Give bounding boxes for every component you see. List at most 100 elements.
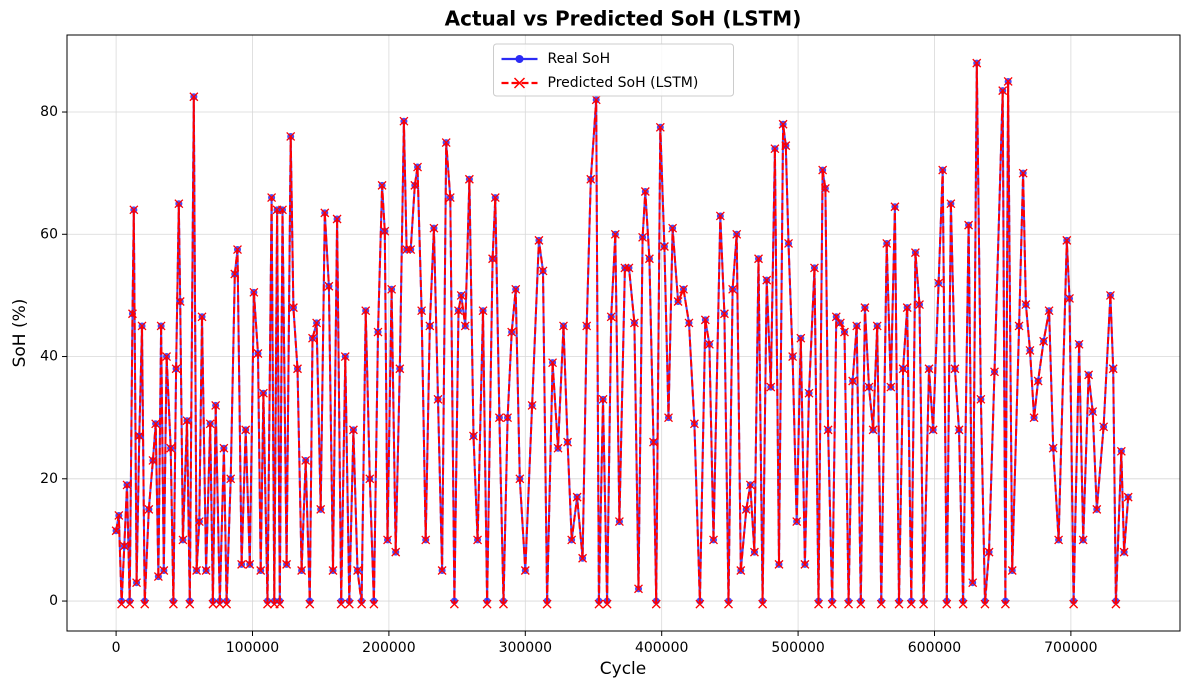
point-marker: [515, 474, 525, 484]
point-marker: [872, 321, 882, 331]
point-marker: [373, 327, 383, 337]
point-marker: [413, 162, 422, 172]
point-marker: [1025, 345, 1035, 355]
point-marker: [140, 599, 150, 609]
point-marker: [361, 306, 371, 316]
point-marker: [629, 318, 639, 328]
point-marker: [286, 132, 296, 141]
point-marker: [482, 599, 492, 609]
point-marker: [715, 211, 725, 221]
point-marker: [1088, 407, 1098, 417]
point-marker: [267, 193, 277, 203]
point-marker: [340, 352, 350, 361]
x-tick-label: 700000: [1044, 640, 1097, 656]
point-marker: [964, 220, 974, 230]
point-marker: [185, 599, 195, 609]
point-marker: [972, 58, 982, 68]
point-marker: [919, 599, 929, 609]
x-tick-label: 600000: [908, 640, 961, 656]
point-marker: [1029, 413, 1039, 423]
point-marker: [128, 309, 137, 319]
point-marker: [208, 599, 218, 609]
point-marker: [673, 297, 683, 306]
point-marker: [906, 599, 916, 609]
point-marker: [664, 413, 673, 423]
point-marker: [402, 245, 412, 255]
point-marker: [689, 419, 699, 429]
point-marker: [1044, 306, 1054, 316]
point-marker: [638, 232, 648, 242]
point-marker: [634, 584, 643, 594]
point-marker: [1074, 339, 1084, 349]
series-line: [115, 63, 1130, 605]
point-marker: [610, 229, 620, 239]
point-marker: [1111, 599, 1121, 609]
point-marker: [125, 599, 135, 609]
point-marker: [745, 480, 755, 490]
point-marker: [860, 303, 870, 313]
point-marker: [387, 284, 397, 294]
point-marker: [1078, 535, 1088, 545]
point-marker: [902, 303, 912, 313]
point-marker: [1054, 535, 1064, 545]
point-marker: [148, 455, 158, 465]
point-marker: [1000, 599, 1010, 609]
point-marker: [886, 382, 896, 392]
point-marker: [353, 566, 362, 575]
y-tick-label: 0: [49, 593, 58, 609]
point-marker: [156, 321, 166, 331]
legend-label: Predicted SoH (LSTM): [548, 75, 699, 91]
point-marker: [129, 205, 139, 215]
point-marker: [1116, 446, 1126, 456]
point-marker: [380, 226, 390, 236]
point-marker: [582, 321, 592, 331]
point-marker: [117, 599, 127, 609]
point-marker: [395, 364, 405, 374]
point-marker: [348, 425, 358, 435]
point-marker: [425, 321, 435, 331]
point-marker: [796, 333, 806, 343]
point-marker: [507, 327, 517, 337]
point-marker: [976, 394, 986, 404]
point-marker: [278, 205, 287, 215]
point-marker: [898, 364, 908, 374]
legend-marker: [513, 77, 526, 89]
point-marker: [237, 559, 247, 569]
point-marker: [958, 599, 968, 609]
point-marker: [1099, 422, 1109, 432]
point-marker: [253, 349, 263, 358]
point-marker: [831, 312, 841, 322]
point-marker: [175, 297, 185, 306]
point-marker: [778, 119, 788, 129]
point-marker: [719, 309, 729, 319]
point-marker: [538, 266, 548, 276]
point-marker: [954, 425, 964, 435]
point-marker: [848, 376, 858, 386]
point-marker: [222, 599, 232, 609]
point-marker: [275, 599, 285, 609]
point-marker: [241, 425, 251, 435]
point-marker: [559, 321, 568, 331]
point-marker: [818, 165, 828, 175]
x-axis-label: Cycle: [600, 659, 646, 679]
plot-frame: [66, 34, 1181, 632]
point-marker: [980, 599, 990, 609]
point-marker: [460, 321, 470, 331]
point-marker: [572, 492, 582, 502]
point-marker: [624, 263, 634, 273]
point-marker: [548, 358, 558, 368]
point-marker: [383, 535, 392, 545]
point-marker: [800, 559, 810, 569]
point-marker: [494, 413, 504, 423]
point-marker: [249, 287, 259, 297]
point-marker: [410, 180, 420, 190]
point-marker: [320, 208, 330, 218]
point-marker: [1084, 370, 1094, 380]
point-marker: [814, 599, 824, 609]
point-marker: [332, 214, 342, 224]
x-tick-label: 400000: [635, 640, 688, 656]
point-marker: [840, 327, 849, 337]
point-marker: [417, 306, 427, 316]
